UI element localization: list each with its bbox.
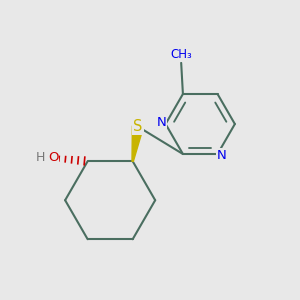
- Text: N: N: [157, 116, 166, 129]
- Text: N: N: [217, 149, 226, 162]
- Text: S: S: [133, 119, 142, 134]
- Polygon shape: [132, 126, 143, 161]
- Text: O: O: [48, 151, 58, 164]
- Text: H: H: [36, 151, 46, 164]
- Text: CH₃: CH₃: [170, 48, 192, 61]
